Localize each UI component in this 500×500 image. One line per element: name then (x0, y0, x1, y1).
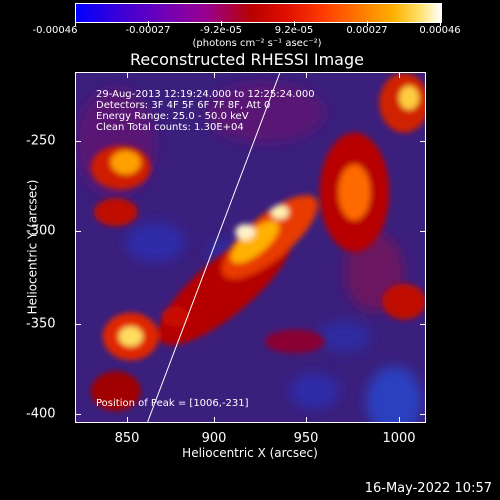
clean-counts-text: Clean Total counts: 1.30E+04 (96, 122, 244, 133)
x-axis-tick (127, 417, 128, 423)
colorbar-tick-label: -0.00027 (125, 25, 171, 36)
observation-time-text: 29-Aug-2013 12:19:24.000 to 12:25:24.000 (96, 89, 315, 100)
x-axis-tick (306, 417, 307, 423)
y-axis-tick-right (420, 141, 426, 142)
y-axis-tick-label: -350 (26, 316, 56, 332)
energy-range-text: Energy Range: 25.0 - 50.0 keV (96, 111, 249, 122)
plot-title: Reconstructed RHESSI Image (130, 50, 364, 69)
y-axis-title: Heliocentric Y (arcsec) (25, 179, 40, 315)
image-plot-area: 29-Aug-2013 12:19:24.000 to 12:25:24.000… (75, 72, 426, 423)
x-axis-tick-label: 950 (293, 431, 319, 446)
y-axis-tick-right (420, 414, 426, 415)
y-axis-tick (75, 231, 81, 232)
y-axis-tick (75, 414, 81, 415)
colorbar-tick-label: 9.2e-05 (274, 25, 314, 36)
y-axis-tick-right (420, 231, 426, 232)
y-axis-tick (75, 141, 81, 142)
x-axis-title: Heliocentric X (arcsec) (182, 446, 318, 460)
x-axis-tick-label: 900 (201, 431, 227, 446)
x-axis-tick-top (214, 72, 215, 78)
colorbar (75, 3, 442, 23)
colorbar-tick (440, 21, 441, 26)
colorbar-tick (221, 21, 222, 26)
footer-timestamp: 16-May-2022 10:57 (364, 481, 492, 496)
x-axis-tick-top (306, 72, 307, 78)
colorbar-tick (148, 21, 149, 26)
peak-position-text: Position of Peak = [1006,-231] (96, 398, 249, 409)
x-axis-tick-top (399, 72, 400, 78)
colorbar-tick-label: 0.00027 (346, 25, 388, 36)
y-axis-tick-label: -250 (26, 133, 56, 149)
detectors-text: Detectors: 3F 4F 5F 6F 7F 8F, Att 0 (96, 100, 271, 111)
y-axis-tick-label: -400 (26, 406, 56, 422)
y-axis-tick (75, 324, 81, 325)
y-axis-tick-label: -300 (26, 223, 56, 239)
colorbar-tick-label: 0.00046 (419, 25, 461, 36)
colorbar-units-label: (photons cm⁻² s⁻¹ asec⁻²) (192, 38, 322, 49)
colorbar-tick-label: -0.00046 (32, 25, 78, 36)
x-axis-tick-top (127, 72, 128, 78)
x-axis-tick-label: 850 (114, 431, 140, 446)
y-axis-tick-right (420, 324, 426, 325)
x-axis-tick (399, 417, 400, 423)
colorbar-tick (367, 21, 368, 26)
reconstructed-image (76, 73, 425, 422)
colorbar-tick (75, 21, 76, 26)
colorbar-tick-label: -9.2e-05 (200, 25, 242, 36)
colorbar-tick (294, 21, 295, 26)
x-axis-tick (214, 417, 215, 423)
x-axis-tick-label: 1000 (382, 431, 416, 446)
